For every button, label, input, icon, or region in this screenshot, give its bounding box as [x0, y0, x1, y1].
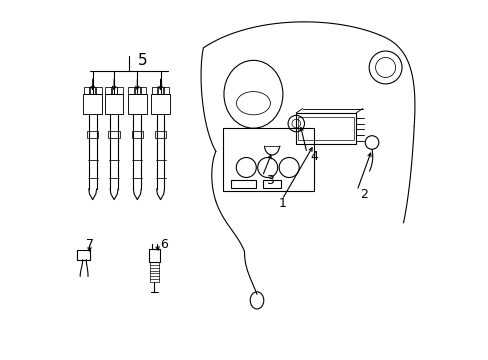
Text: 6: 6 [160, 238, 168, 251]
Text: 3: 3 [265, 174, 273, 186]
Text: 4: 4 [310, 150, 318, 163]
Text: 7: 7 [85, 238, 93, 251]
Text: 2: 2 [360, 188, 368, 201]
Text: 1: 1 [278, 197, 286, 210]
Text: 5: 5 [138, 53, 147, 68]
